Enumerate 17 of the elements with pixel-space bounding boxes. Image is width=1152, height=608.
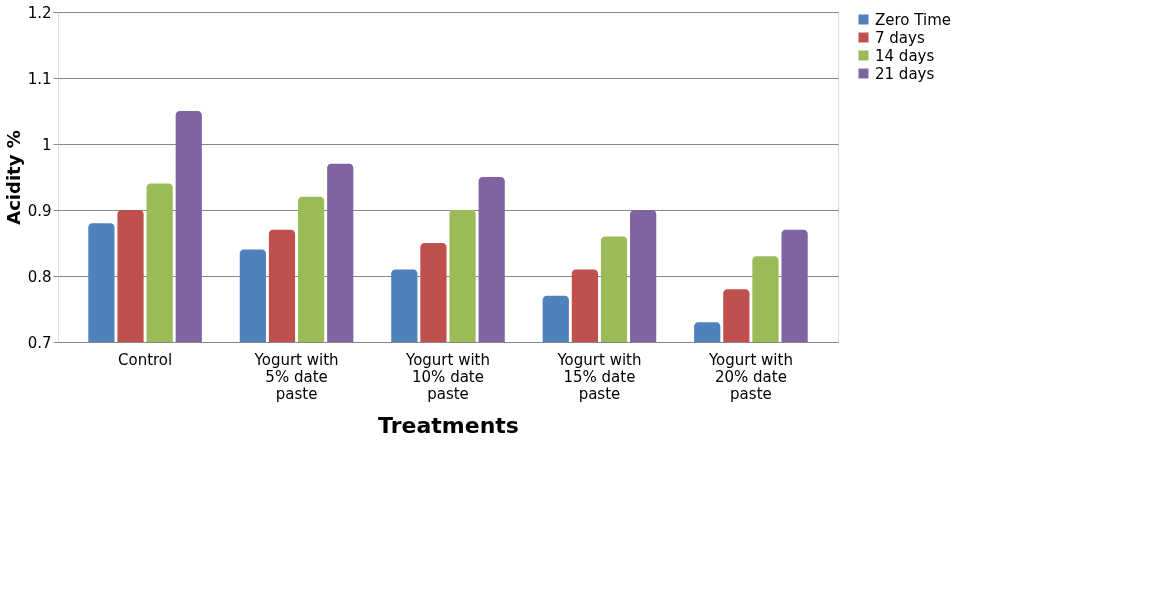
x-tick-label: Yogurt with 15% date paste — [556, 350, 642, 403]
y-tick-label: 1 — [41, 135, 52, 154]
x-tick-label: Control — [117, 350, 173, 369]
y-tick-label: 0.9 — [27, 201, 52, 220]
y-tick-label: 1.1 — [27, 69, 52, 88]
x-axis-title: Treatments — [378, 412, 519, 438]
legend-label: 21 days — [875, 64, 935, 83]
y-tick-label: 1.2 — [27, 3, 52, 22]
x-tick-label: Yogurt with 20% date paste — [707, 350, 793, 403]
y-tick-label: 0.8 — [27, 267, 52, 286]
legend-label: Zero Time — [875, 10, 951, 29]
legend-label: 7 days — [875, 28, 925, 47]
y-tick-label: 0.7 — [27, 333, 52, 352]
y-axis-title: Acidity % — [2, 130, 24, 225]
legend-label: 14 days — [875, 46, 935, 65]
x-tick-label: Yogurt with 5% date paste — [253, 350, 339, 403]
x-tick-label: Yogurt with 10% date paste — [404, 350, 491, 403]
